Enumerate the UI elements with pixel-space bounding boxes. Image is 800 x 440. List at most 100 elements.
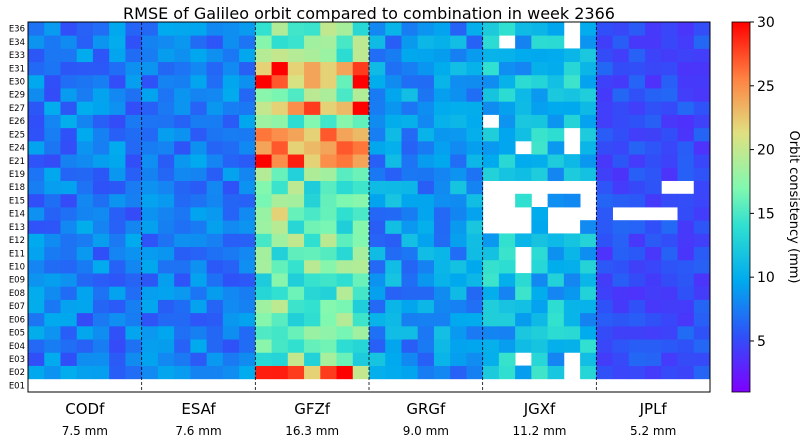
- heatmap-cell: [580, 339, 597, 353]
- heatmap-cell: [401, 154, 419, 168]
- heatmap-cell: [92, 167, 110, 181]
- heatmap-cell: [515, 114, 532, 129]
- heatmap-cell: [44, 286, 61, 300]
- heatmap-cell: [612, 167, 630, 181]
- heatmap-cell: [645, 114, 662, 129]
- heatmap-cell: [531, 61, 549, 76]
- heatmap-cell: [385, 140, 402, 155]
- heatmap-cell: [466, 220, 484, 234]
- heatmap-cell: [320, 88, 337, 102]
- heatmap-cell: [76, 48, 94, 63]
- heatmap-cell: [645, 273, 662, 287]
- heatmap-cell: [76, 259, 94, 274]
- heatmap-cell: [515, 299, 532, 314]
- heatmap-cell: [44, 299, 61, 314]
- heatmap-cell: [255, 140, 272, 155]
- heatmap-cell: [369, 22, 386, 36]
- colorbar-tick-label: 25: [757, 79, 775, 95]
- heatmap-cell: [28, 259, 45, 274]
- heatmap-cell: [92, 207, 110, 221]
- heatmap-cell: [125, 74, 143, 89]
- heatmap-cell: [498, 127, 516, 142]
- heatmap-cell: [271, 48, 289, 63]
- heatmap-cell: [141, 365, 159, 380]
- heatmap-cell: [596, 246, 613, 261]
- heatmap-cell: [28, 207, 45, 221]
- center-rms-label: 7.5 mm: [62, 424, 108, 438]
- heatmap-cell: [515, 61, 532, 76]
- heatmap-cell: [401, 233, 419, 248]
- heatmap-cell: [76, 74, 94, 89]
- heatmap-cell: [255, 246, 272, 261]
- heatmap-cell: [547, 140, 565, 155]
- heatmap-cell: [531, 273, 549, 287]
- heatmap-cell: [628, 154, 646, 168]
- heatmap-cell: [401, 101, 419, 115]
- heatmap-cell: [271, 207, 289, 221]
- heatmap-cell: [645, 35, 662, 49]
- heatmap-cell: [352, 167, 370, 181]
- heatmap-cell: [417, 220, 435, 234]
- heatmap-cell: [174, 365, 191, 380]
- heatmap-cell: [661, 22, 678, 36]
- heatmap-cell: [320, 114, 337, 129]
- heatmap-cell: [157, 220, 175, 234]
- heatmap-cell: [498, 233, 516, 248]
- heatmap-cell: [336, 339, 354, 353]
- heatmap-cell: [401, 299, 419, 314]
- heatmap-cell: [466, 246, 484, 261]
- heatmap-cell: [498, 259, 516, 274]
- heatmap-cell: [515, 127, 532, 142]
- heatmap-cell: [498, 88, 516, 102]
- heatmap-cell: [206, 167, 224, 181]
- heatmap-cell: [401, 273, 419, 287]
- heatmap-cell: [190, 61, 208, 76]
- heatmap-cell: [206, 127, 224, 142]
- heatmap-cell: [76, 233, 94, 248]
- heatmap-cell: [628, 114, 646, 129]
- heatmap-cell: [206, 74, 224, 89]
- heatmap-cell: [385, 35, 402, 49]
- heatmap-cell: [580, 127, 597, 142]
- heatmap-cell: [320, 207, 337, 221]
- heatmap-cell: [612, 180, 630, 195]
- heatmap-cell: [661, 61, 678, 76]
- heatmap-cell: [385, 101, 402, 115]
- heatmap-cell: [76, 325, 94, 340]
- heatmap-cell: [109, 273, 126, 287]
- heatmap-cell: [141, 259, 159, 274]
- heatmap-cell: [125, 48, 143, 63]
- heatmap-cell: [206, 286, 224, 300]
- heatmap-cell: [174, 207, 191, 221]
- heatmap-cell: [645, 286, 662, 300]
- heatmap-cell: [482, 286, 500, 300]
- heatmap-cell: [515, 48, 532, 63]
- heatmap-cell: [92, 233, 110, 248]
- heatmap-cell: [28, 35, 45, 49]
- heatmap-cell: [125, 88, 143, 102]
- heatmap-cell: [417, 48, 435, 63]
- heatmap-cell: [206, 246, 224, 261]
- heatmap-cell: [417, 127, 435, 142]
- heatmap-cell: [563, 48, 581, 63]
- heatmap-cell: [482, 299, 500, 314]
- heatmap-cell: [60, 88, 78, 102]
- heatmap-cell: [271, 193, 289, 208]
- heatmap-cell: [466, 154, 484, 168]
- heatmap-cell: [417, 273, 435, 287]
- heatmap-cell: [304, 325, 321, 340]
- heatmap-cell: [255, 88, 272, 102]
- heatmap-cell: [92, 273, 110, 287]
- heatmap-cell: [320, 167, 337, 181]
- heatmap-cell: [304, 140, 321, 155]
- heatmap-cell: [677, 312, 695, 327]
- satellite-label: E07: [9, 302, 25, 312]
- heatmap-cell: [222, 114, 240, 129]
- heatmap-cell: [76, 114, 94, 129]
- heatmap-cell: [287, 114, 305, 129]
- heatmap-cell: [287, 365, 305, 380]
- satellite-label: E34: [9, 38, 25, 48]
- heatmap-cell: [466, 352, 484, 366]
- heatmap-cell: [239, 140, 256, 155]
- heatmap-cell: [157, 88, 175, 102]
